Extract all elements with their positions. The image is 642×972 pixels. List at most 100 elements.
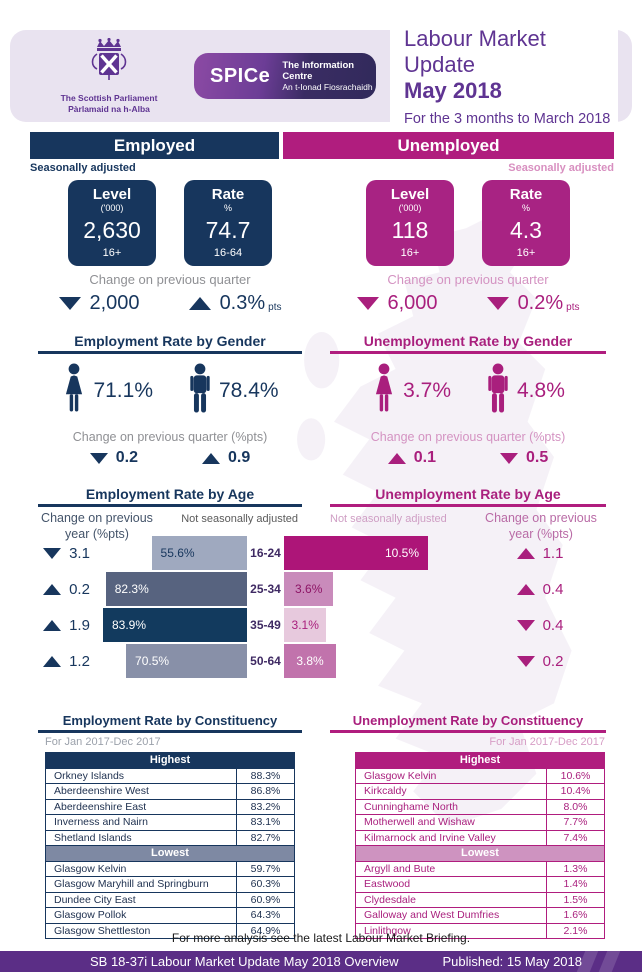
female-change-value: 0.2 — [115, 449, 138, 466]
change-value: 1.9 — [69, 616, 90, 634]
constituency-rate: 64.9% — [236, 922, 295, 939]
table-row: Kilmarnock and Irvine Valley 7.4% — [355, 829, 605, 846]
parliament-name-en: The Scottish Parliament — [60, 92, 158, 103]
change-arrow-icon — [516, 655, 535, 667]
constituency-rate: 2.1% — [546, 922, 605, 939]
constituency-name: Cunninghame North — [355, 798, 547, 815]
employment-age-bar: 83.9% — [103, 608, 247, 642]
female-change-arrow-icon — [387, 452, 406, 464]
change-arrow-icon — [43, 655, 62, 667]
constituency-name: Kilmarnock and Irvine Valley — [355, 829, 547, 846]
table-row: Eastwood 1.4% — [355, 876, 605, 893]
unemployment-age-change: 0.2 — [428, 653, 612, 670]
table-row: Kirkcaldy 10.4% — [355, 783, 605, 800]
constituency-rate: 8.0% — [546, 798, 605, 815]
unemployment-bar-zone: 3.8% — [284, 644, 428, 678]
change-arrow-icon — [516, 619, 535, 631]
table-row: Inverness and Nairn 83.1% — [45, 814, 295, 831]
change-value: 1.1 — [542, 544, 564, 562]
male-change-value: 0.9 — [228, 449, 251, 466]
male-icon — [190, 363, 210, 413]
constituency-rate: 1.3% — [546, 860, 605, 877]
table-row: Glasgow Kelvin 59.7% — [45, 860, 295, 877]
constituency-rate: 7.4% — [546, 829, 605, 846]
unemployment-gender-rule — [330, 351, 606, 354]
male-change-arrow-icon — [500, 452, 518, 464]
constituency-rate: 88.3% — [236, 767, 295, 784]
employed-rate-change: 0.3% pts — [188, 292, 282, 315]
constituency-rate: 59.7% — [236, 860, 295, 877]
constituency-name: Kirkcaldy — [355, 783, 547, 800]
employment-age-change: 3.1 — [30, 545, 103, 562]
male-change: 0.9 — [202, 449, 250, 467]
scottish-parliament-logo: The Scottish Parliament Pàrlamaid na h-A… — [50, 37, 168, 114]
unemployment-gender-title: Unemployment Rate by Gender — [363, 333, 573, 349]
group-label: Highest — [45, 752, 295, 769]
age-group-label: 50-64 — [250, 654, 281, 668]
level-label: Level — [390, 186, 430, 203]
table-group-header: Highest — [45, 752, 295, 769]
constituency-name: Dundee City East — [45, 891, 237, 908]
employment-constituency-period: For Jan 2017-Dec 2017 — [45, 736, 161, 748]
table-row: Clydesdale 1.5% — [355, 891, 605, 908]
change-value: 0.2 — [69, 580, 90, 598]
change-arrow-icon — [516, 547, 535, 559]
unemployment-bar-zone: 3.1% — [284, 608, 428, 642]
female-change-value: 0.1 — [413, 449, 436, 466]
employment-bar-zone: 83.9% — [103, 608, 247, 642]
age-chart-row: 1.9 83.9% 35-49 3.1% 0.4 — [30, 608, 612, 642]
constituency-rate: 86.8% — [236, 783, 295, 800]
rate-label: Rate — [509, 186, 543, 203]
age-chart-row: 0.2 82.3% 25-34 3.6% 0.4 — [30, 572, 612, 606]
table-row: Orkney Islands 88.3% — [45, 767, 295, 784]
employed-band: Employed — [30, 132, 279, 159]
group-label: Highest — [355, 752, 605, 769]
change-note-line1: Change on previous — [41, 511, 153, 525]
constituency-rate: 10.6% — [546, 767, 605, 784]
unemployed-rate-change: 0.2% pts — [486, 292, 580, 315]
constituency-name: Orkney Islands — [45, 767, 237, 784]
spice-wordmark: SPICe — [210, 64, 271, 87]
change-value: 0.4 — [542, 580, 564, 598]
footer-bar: SB 18-37i Labour Market Update May 2018 … — [0, 951, 642, 972]
constituency-rate: 1.4% — [546, 876, 605, 893]
constituency-rate: 60.9% — [236, 891, 295, 908]
male-icon — [488, 363, 508, 413]
age-bar-chart: 3.1 55.6% 16-24 10.5% 1.1 0.2 82.3% 25-34 3.6% 0.… — [30, 536, 612, 680]
female-change: 0.1 — [387, 449, 436, 467]
rate-change-arrow-icon — [486, 297, 509, 310]
employment-age-change: 0.2 — [30, 581, 103, 598]
employed-quarter-change-label: Change on previous quarter — [89, 272, 251, 287]
level-change-arrow-icon — [356, 297, 379, 310]
change-arrow-icon — [43, 547, 62, 559]
employment-age-change: 1.9 — [30, 617, 103, 634]
unemployment-gender-rates: 3.7% 4.8% — [322, 363, 614, 419]
rate-label: Rate — [211, 186, 245, 203]
level-unit: ('000) — [100, 203, 124, 213]
constituency-name: Glasgow Maryhill and Springburn — [45, 876, 237, 893]
level-label: Level — [92, 186, 132, 203]
constituency-name: Shetland Islands — [45, 829, 237, 846]
unemployed-seasonally-adjusted-note: Seasonally adjusted — [508, 162, 614, 174]
employed-level-value: 2,630 — [83, 217, 141, 243]
constituency-rate: 64.3% — [236, 907, 295, 924]
unemployment-constituency-title: Unemployment Rate by Constituency — [352, 713, 584, 728]
employed-level-change: 2,000 — [58, 292, 143, 315]
table-row: Glasgow Kelvin 10.6% — [355, 767, 605, 784]
constituency-rate: 60.3% — [236, 876, 295, 893]
unemployed-level-change: 6,000 — [356, 292, 441, 315]
table-row: Glasgow Maryhill and Springburn 60.3% — [45, 876, 295, 893]
table-group-header: Highest — [355, 752, 605, 769]
rate-change-suffix: pts — [566, 302, 580, 313]
female-icon — [376, 363, 393, 412]
change-value: 0.2 — [542, 652, 564, 670]
bar-value-label: 82.3% — [114, 582, 149, 596]
employment-bar-zone: 82.3% — [103, 572, 247, 606]
table-row: Dundee City East 60.9% — [45, 891, 295, 908]
employed-rate-age: 16-64 — [213, 247, 243, 259]
title-panel: Labour Market Update May 2018 For the 3 … — [390, 17, 618, 135]
unemployment-bar-zone: 3.6% — [284, 572, 428, 606]
unemployment-female-rate: 3.7% — [371, 363, 451, 419]
unemployment-constituency-table: Highest Glasgow Kelvin 10.6% Kirkcaldy 10.4%… — [355, 752, 605, 939]
